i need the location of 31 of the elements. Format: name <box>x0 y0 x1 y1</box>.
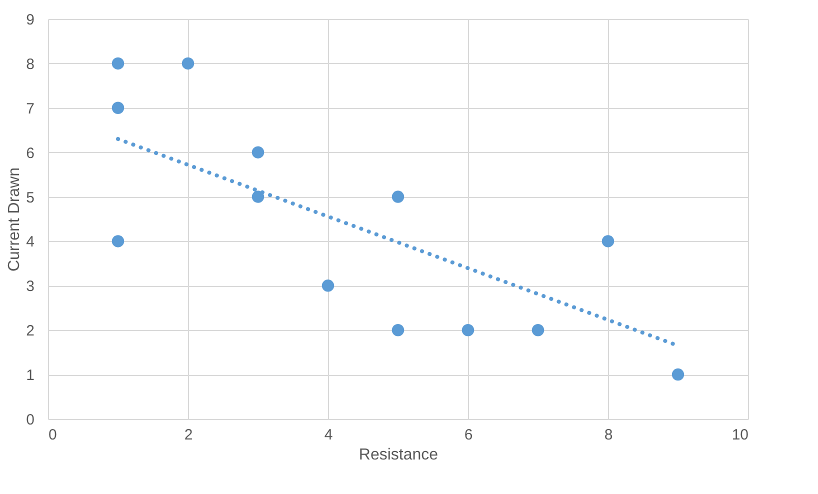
point <box>462 324 474 336</box>
y-tick-label: 1 <box>26 367 34 384</box>
point <box>182 57 194 70</box>
point <box>392 324 404 336</box>
y-tick-label: 0 <box>26 412 34 428</box>
point <box>112 57 124 70</box>
x-tick-label: 8 <box>604 426 613 444</box>
y-axis-title: Current Drawn <box>6 167 24 272</box>
x-tick-label: 4 <box>324 426 333 444</box>
point <box>112 235 124 248</box>
y-tick-label: 3 <box>26 278 34 296</box>
x-tick-label: 0 <box>48 426 57 444</box>
point <box>532 324 544 336</box>
point <box>392 190 404 203</box>
point <box>112 102 124 114</box>
point <box>252 190 264 203</box>
point <box>672 368 684 381</box>
y-tick-label: 5 <box>26 189 34 206</box>
y-tick-label: 7 <box>26 100 34 118</box>
x-tick-label: 2 <box>184 426 193 444</box>
x-axis-title: Resistance <box>358 446 438 464</box>
y-tick-label: 9 <box>26 12 34 28</box>
point <box>252 146 264 158</box>
y-tick-label: 8 <box>26 56 34 73</box>
point <box>322 280 334 292</box>
x-tick-label: 6 <box>464 426 473 444</box>
y-tick-label: 4 <box>26 234 34 251</box>
point <box>602 235 614 248</box>
x-tick-label: 10 <box>732 426 748 444</box>
y-tick-label: 6 <box>26 144 34 162</box>
y-tick-label: 2 <box>26 322 34 340</box>
